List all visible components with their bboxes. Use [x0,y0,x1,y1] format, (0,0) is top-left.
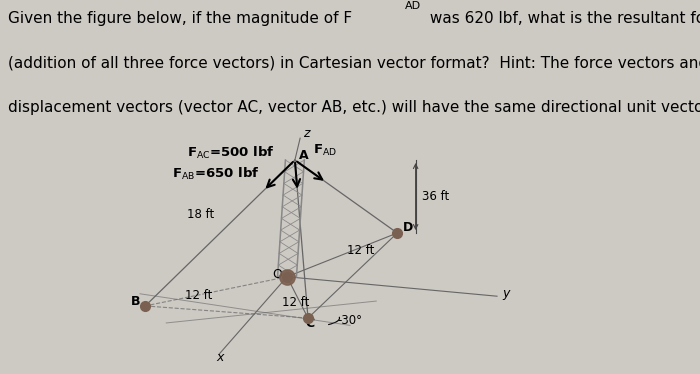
Text: 18 ft: 18 ft [188,208,215,221]
Text: B: B [131,295,140,308]
Text: z: z [302,127,309,140]
Text: AD: AD [405,1,421,11]
Text: D: D [402,221,413,234]
Text: A: A [298,149,308,162]
Text: 36 ft: 36 ft [422,190,449,203]
Text: O: O [272,268,282,281]
Text: Given the figure below, if the magnitude of F: Given the figure below, if the magnitude… [8,11,353,26]
Text: -30°: -30° [337,314,362,327]
Text: C: C [305,317,314,329]
Text: F$_{\mathrm{AB}}$=650 lbf: F$_{\mathrm{AB}}$=650 lbf [172,166,259,182]
Text: 12 ft: 12 ft [347,244,374,257]
Text: 12 ft: 12 ft [185,289,212,302]
Text: F$_{\mathrm{AC}}$=500 lbf: F$_{\mathrm{AC}}$=500 lbf [188,144,275,160]
Text: y: y [503,288,510,300]
Text: x: x [216,351,223,364]
Text: F$_{\mathrm{AD}}$: F$_{\mathrm{AD}}$ [314,143,337,158]
Text: (addition of all three force vectors) in Cartesian vector format?  Hint: The for: (addition of all three force vectors) in… [8,55,700,70]
Text: displacement vectors (vector AC, vector AB, etc.) will have the same directional: displacement vectors (vector AC, vector … [8,99,700,115]
Text: was 620 lbf, what is the resultant force vector: was 620 lbf, what is the resultant force… [425,11,700,26]
Text: 12 ft: 12 ft [281,296,309,309]
